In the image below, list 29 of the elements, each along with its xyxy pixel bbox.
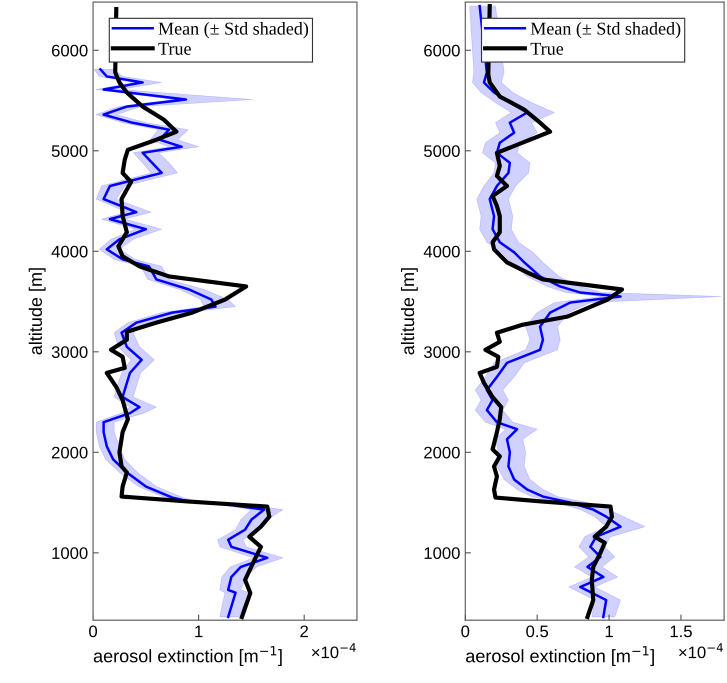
y-tick-label: 5000: [52, 145, 88, 157]
legend-label: True: [530, 42, 564, 55]
y-tick-label: 3000: [424, 346, 460, 358]
text: ×10$^{−4}$: [312, 643, 356, 658]
text: ×10$^{−4}$: [679, 643, 723, 658]
y-tick-label: 2000: [52, 446, 88, 459]
x-tick-label: 1: [195, 626, 202, 638]
y-axis-title: altitude [m]: [28, 268, 46, 354]
y-tick-label: 2000: [424, 446, 460, 459]
y-tick-label: 4000: [424, 246, 460, 258]
y-tick-label: 1000: [52, 547, 88, 560]
x-tick-label: 0: [461, 625, 470, 638]
x-axis-title: aerosol extinction [m$^{−1}$]: [94, 646, 282, 666]
y-tick-label: 3000: [52, 346, 88, 358]
y-tick-label: 5000: [424, 145, 460, 157]
x-tick-label: 0: [89, 625, 98, 638]
y-axis-title: altitude [m]: [400, 268, 418, 354]
legend-label: Mean (± Std shaded): [530, 22, 680, 38]
y-tick-label: 6000: [52, 44, 88, 56]
legend-label: True: [158, 42, 191, 55]
x-axis-title: aerosol extinction [m$^{−1}$]: [466, 646, 654, 666]
x-tick-label: 1.5: [670, 626, 692, 638]
x-tick-label: 1: [606, 626, 613, 638]
y-tick-label: 4000: [52, 246, 88, 258]
legend-label: Mean (± Std shaded): [158, 22, 308, 38]
x-tick-label: 0.5: [526, 625, 548, 638]
x-tick-label: 2: [300, 625, 308, 638]
y-tick-label: 1000: [424, 547, 460, 560]
y-tick-label: 6000: [424, 44, 460, 56]
